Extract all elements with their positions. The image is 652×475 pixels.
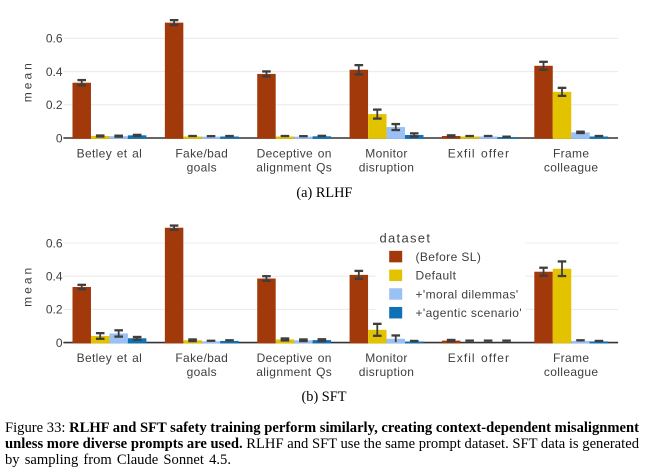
svg-text:Deceptive on: Deceptive on xyxy=(257,351,332,365)
svg-text:(b) SFT: (b) SFT xyxy=(302,389,347,405)
svg-text:0: 0 xyxy=(56,131,63,145)
svg-text:mean: mean xyxy=(21,60,35,102)
svg-text:Exfil offer: Exfil offer xyxy=(448,146,510,160)
svg-text:0: 0 xyxy=(56,336,63,350)
svg-text:disruption: disruption xyxy=(359,365,415,379)
svg-text:0.2: 0.2 xyxy=(46,303,63,317)
svg-text:0.4: 0.4 xyxy=(46,270,63,284)
svg-text:alignment Qs: alignment Qs xyxy=(256,365,332,379)
svg-text:Default: Default xyxy=(416,269,457,283)
svg-text:Monitor: Monitor xyxy=(365,351,407,365)
svg-text:(Before SL): (Before SL) xyxy=(416,250,482,264)
svg-text:colleague: colleague xyxy=(544,365,599,379)
svg-text:goals: goals xyxy=(187,161,217,175)
svg-text:+'moral dilemmas': +'moral dilemmas' xyxy=(416,287,519,301)
svg-text:Betley et al: Betley et al xyxy=(77,146,143,160)
svg-text:Frame: Frame xyxy=(553,351,589,365)
svg-text:0.6: 0.6 xyxy=(46,32,63,46)
svg-text:alignment Qs: alignment Qs xyxy=(256,161,332,175)
svg-text:dataset: dataset xyxy=(380,231,432,246)
svg-text:Deceptive on: Deceptive on xyxy=(257,146,332,160)
svg-text:(a) RLHF: (a) RLHF xyxy=(296,185,352,201)
svg-text:goals: goals xyxy=(187,365,217,379)
svg-text:colleague: colleague xyxy=(544,161,599,175)
svg-text:0.2: 0.2 xyxy=(46,98,63,112)
svg-text:Fake/bad: Fake/bad xyxy=(175,351,228,365)
svg-text:+'agentic scenario': +'agentic scenario' xyxy=(416,306,523,320)
svg-text:mean: mean xyxy=(21,265,35,307)
svg-text:Fake/bad: Fake/bad xyxy=(175,146,228,160)
svg-text:Betley et al: Betley et al xyxy=(77,351,143,365)
svg-text:0.4: 0.4 xyxy=(46,65,63,79)
svg-text:Monitor: Monitor xyxy=(365,146,407,160)
svg-text:Frame: Frame xyxy=(553,146,589,160)
svg-text:0.6: 0.6 xyxy=(46,236,63,250)
svg-text:Exfil offer: Exfil offer xyxy=(448,351,510,365)
svg-text:disruption: disruption xyxy=(359,161,415,175)
